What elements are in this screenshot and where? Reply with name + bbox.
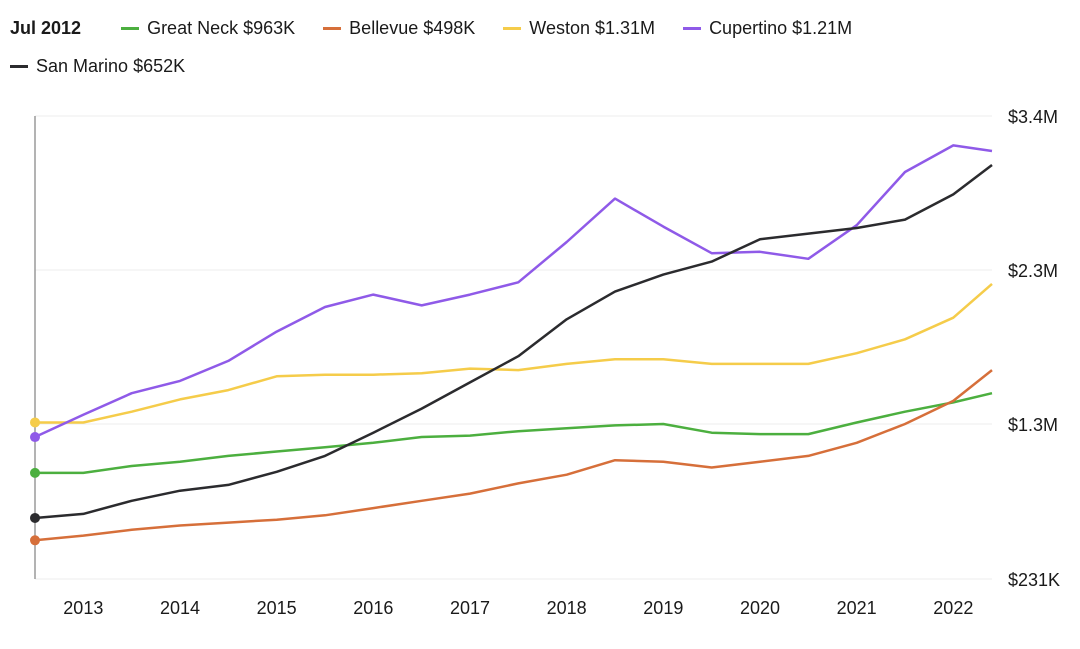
series-line-great-neck [35,391,993,475]
series-line-weston [35,282,993,424]
x-tick-label: 2015 [257,598,297,618]
series-lines [34,144,993,542]
legend-swatch-bellevue [323,26,342,30]
y-tick-label: $231K [1008,570,1060,590]
series-line-cupertino [34,144,993,439]
hover-dots [30,417,40,546]
hover-dot-great-neck [30,467,40,478]
y-tick-label: $1.3M [1008,415,1058,435]
hover-dot-weston [30,417,40,428]
x-tick-label: 2018 [547,598,587,618]
x-tick-label: 2022 [933,598,973,618]
y-tick-label: $2.3M [1008,261,1058,281]
legend-name-san-marino: San Marino [36,55,129,76]
x-axis-ticks: 2013 2014 2015 2016 2017 2018 2019 2020 2021 2022 [63,598,973,618]
legend-value-cupertino: $1.21M [792,17,853,38]
x-tick-label: 2021 [837,598,877,618]
legend-name-weston: Weston [529,17,590,38]
legend-item-san-marino[interactable]: San Marino $652K [10,56,185,77]
legend-name-cupertino: Cupertino [709,17,788,38]
legend-value-san-marino: $652K [133,55,186,76]
hover-dot-san-marino [30,512,40,523]
legend-name-bellevue: Bellevue [349,17,419,38]
legend-value-great-neck: $963K [243,17,296,38]
grid-lines [35,115,992,580]
hover-dot-bellevue [30,535,40,546]
legend-value-weston: $1.31M [595,17,656,38]
legend-item-weston[interactable]: Weston $1.31M [503,18,655,39]
legend-item-cupertino[interactable]: Cupertino $1.21M [683,18,852,39]
chart-legend: Jul 2012 Great Neck $963K Bellevue $498K… [10,14,1010,90]
x-tick-label: 2020 [740,598,780,618]
x-tick-label: 2019 [643,598,683,618]
legend-row-2: San Marino $652K [10,52,1010,80]
series-line-bellevue [34,369,993,542]
legend-swatch-great-neck [121,26,140,30]
selected-date-label: Jul 2012 [10,17,82,38]
x-tick-label: 2017 [450,598,490,618]
legend-value-bellevue: $498K [423,17,476,38]
legend-name-great-neck: Great Neck [147,17,239,38]
legend-swatch-san-marino [10,64,28,68]
legend-swatch-cupertino [683,26,702,30]
x-tick-label: 2016 [353,598,393,618]
x-tick-label: 2014 [160,598,200,618]
y-axis-ticks: $3.4M $2.3M $1.3M $231K [1008,107,1060,590]
legend-row-1: Jul 2012 Great Neck $963K Bellevue $498K… [10,14,1010,42]
hover-dot-cupertino [30,432,40,443]
x-tick-label: 2013 [63,598,103,618]
legend-item-great-neck[interactable]: Great Neck $963K [121,18,295,39]
legend-item-bellevue[interactable]: Bellevue $498K [323,18,475,39]
series-line-san-marino [34,164,993,520]
y-tick-label: $3.4M [1008,107,1058,127]
legend-swatch-weston [503,26,522,30]
